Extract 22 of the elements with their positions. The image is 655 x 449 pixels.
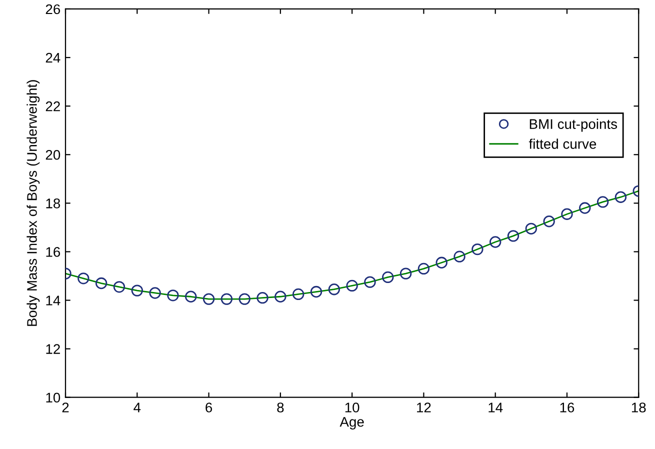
x-axis-title: Age bbox=[340, 417, 364, 430]
x-tick-label: 10 bbox=[345, 402, 360, 412]
y-axis-title: Body Mass Index of Boys (Underweight) bbox=[26, 80, 40, 326]
x-tick-label: 14 bbox=[488, 402, 503, 412]
legend-label: fitted curve bbox=[528, 138, 596, 149]
legend-label: BMI cut-points bbox=[530, 118, 618, 132]
y-tick-label: 22 bbox=[46, 101, 60, 112]
y-tick-label: 12 bbox=[46, 344, 60, 354]
x-tick-label: 4 bbox=[134, 402, 141, 412]
x-tick-label: 18 bbox=[632, 402, 646, 412]
y-tick-label: 26 bbox=[46, 4, 60, 14]
y-tick-label: 24 bbox=[46, 52, 60, 63]
y-tick-label: 16 bbox=[46, 247, 60, 257]
x-tick-label: 8 bbox=[277, 402, 284, 412]
y-tick-label: 18 bbox=[46, 198, 60, 208]
x-tick-label: 12 bbox=[417, 402, 431, 412]
x-tick-label: 2 bbox=[62, 402, 69, 412]
x-tick-label: 6 bbox=[206, 402, 212, 412]
y-tick-label: 20 bbox=[46, 150, 60, 160]
x-tick-label: 16 bbox=[560, 402, 574, 412]
y-tick-label: 14 bbox=[46, 296, 60, 306]
y-tick-label: 10 bbox=[46, 392, 60, 403]
